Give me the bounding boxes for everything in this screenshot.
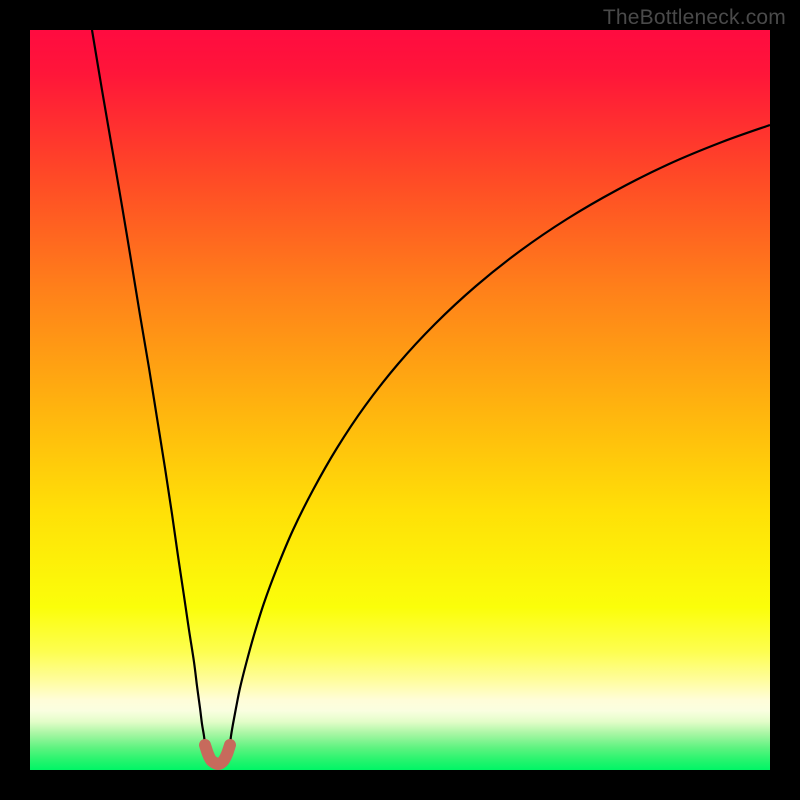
watermark-text: TheBottleneck.com	[603, 6, 786, 30]
plot-area	[30, 30, 770, 770]
chart-frame: TheBottleneck.com	[0, 0, 800, 800]
plot-background	[30, 30, 770, 770]
plot-svg	[30, 30, 770, 770]
